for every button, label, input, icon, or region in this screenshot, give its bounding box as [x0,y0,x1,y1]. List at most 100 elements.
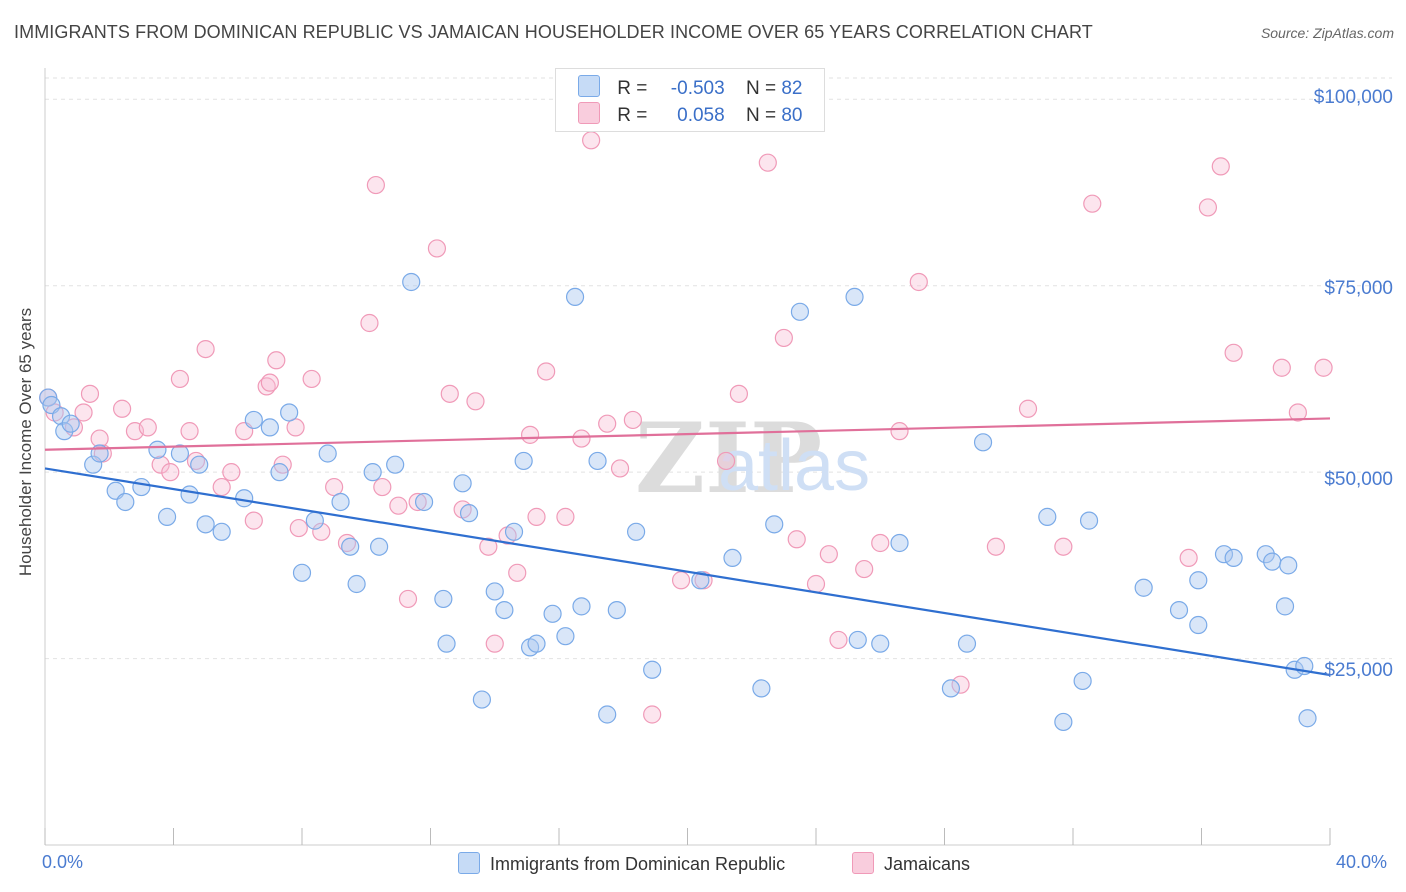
legend-n-value: 80 [781,105,803,126]
blue-swatch [458,852,480,874]
dominican-point [386,455,405,474]
dominican-point [1256,545,1275,564]
dominican-point [170,444,190,463]
dominican-trend-line [44,467,1331,677]
dominican-point [495,600,514,620]
jamaicans-point [90,429,109,448]
jamaicans-point [758,153,777,172]
dominican-point [765,515,784,534]
dominican-point [341,537,360,556]
jamaicans-point [74,403,93,422]
dominican-points [39,272,1317,732]
dominican-point [331,492,350,512]
dominican-point [941,679,961,698]
jamaicans-point [951,675,970,694]
dominican-point [556,627,575,646]
jamaicans-point [196,340,215,359]
dominican-point [543,604,562,623]
jamaicans-point [829,630,848,650]
jamaicans-point [1179,548,1198,568]
jamaicans-point [1272,358,1291,377]
jamaicans-point [312,522,331,541]
dominican-point [527,634,546,653]
jamaicans-point [479,537,498,556]
dominican-point [588,451,607,471]
jamaicans-point [1224,343,1243,362]
jamaicans-point [508,563,527,582]
jamaicans-point [389,496,408,515]
watermark-zip: ZIP [635,402,822,515]
dominican-point [414,492,434,512]
jamaicans-point [556,507,575,526]
dominican-point [1169,600,1189,620]
jamaicans-point [671,571,691,590]
jamaicans-point [398,589,418,609]
dominican-point [363,463,382,482]
pink-swatch [578,102,600,124]
dominican-point [626,522,646,541]
dominican-point [212,522,231,541]
grid-lines [45,77,1392,660]
dominican-point [148,440,167,459]
jamaicans-point [180,422,199,441]
jamaicans-point [1083,194,1102,213]
jamaicans-point [1211,157,1230,176]
jamaicans-point [212,477,231,497]
dominican-point [1054,712,1073,732]
jamaicans-point [302,369,321,389]
jamaicans-point [871,533,890,553]
jamaicans-point [466,392,485,411]
jamaicans-point [267,351,286,370]
dominican-point [1038,507,1057,526]
legend-item-label: Jamaicans [884,854,971,874]
dominican-point [437,634,456,653]
jamaicans-point [1018,399,1038,418]
dominican-point [116,492,135,512]
jamaicans-trend-line [44,417,1331,451]
chart-source: Source: ZipAtlas.com [1260,25,1394,41]
jamaicans-point [716,451,736,471]
jamaicans-point [643,705,662,724]
jamaicans-point [582,131,601,150]
legend-row-jamaicans: R = 0.058 N = 80 [578,102,802,128]
jamaicans-point [151,455,170,474]
dominican-point [1189,615,1208,635]
jamaicans-point [855,559,874,579]
dominican-point [643,660,662,679]
jamaicans-point [909,272,928,292]
dominican-point [1079,511,1099,530]
y-tick-label: $50,000 [1324,469,1393,490]
dominican-point [1134,578,1153,597]
dominican-point [890,533,909,553]
jamaicans-point [527,507,546,526]
dominican-point [723,548,742,568]
trend-lines [44,417,1331,677]
dominican-point [453,474,472,493]
dominican-point [318,444,337,463]
dominican-point [235,489,254,508]
legend-n-label: N = [745,78,777,99]
jamaicans-point [1054,537,1073,556]
dominican-point [848,630,867,650]
dominican-point [1263,552,1282,571]
dominican-point [1275,597,1295,616]
dominican-point [1224,548,1243,568]
dominican-point [402,272,421,292]
x-tick-label: 0.0% [42,852,84,872]
dominican-point [280,403,299,422]
jamaicans-point [440,384,459,403]
legend-item-dominican: Immigrants from Dominican Republic [458,852,785,875]
jamaicans-point [520,425,540,444]
jamaicans-point [537,362,556,381]
jamaicans-point [572,429,591,448]
dominican-point [607,600,626,620]
legend-r-value: -0.503 [670,78,725,99]
dominican-point [459,504,479,523]
jamaicans-point [161,463,180,482]
y-tick-label: $75,000 [1324,278,1393,299]
dominican-point [292,563,312,582]
dominican-point [485,582,504,601]
jamaicans-point [138,418,157,437]
jamaicans-point [408,492,427,512]
